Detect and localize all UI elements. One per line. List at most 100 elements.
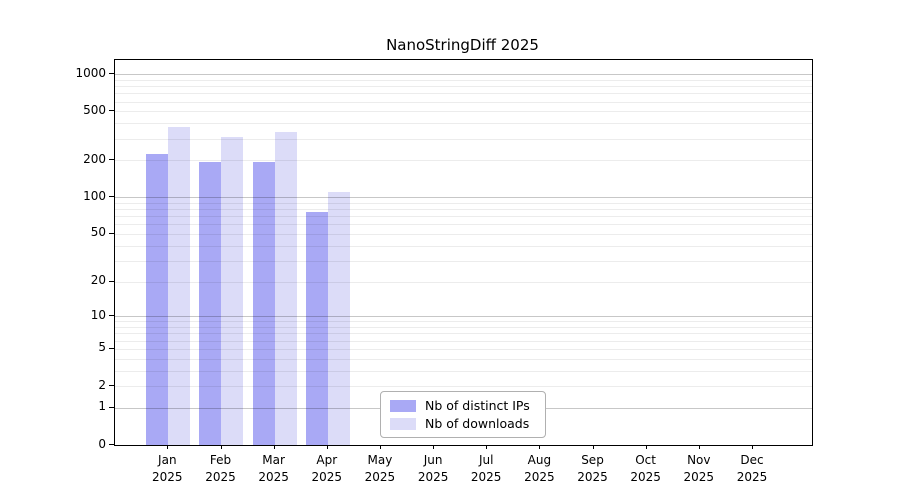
gridline-minor (115, 260, 812, 262)
gridline-minor (115, 101, 812, 103)
y-tick-label: 5 (98, 340, 106, 355)
x-tick-label-month: Dec (740, 453, 764, 467)
legend-swatch (390, 399, 416, 412)
chart-title: NanoStringDiff 2025 (386, 36, 539, 54)
x-tick-label-month: Jun (423, 453, 443, 467)
gridline-minor (115, 333, 812, 335)
x-tick-label: Nov 2025 (664, 452, 734, 486)
gridline-major (115, 316, 812, 318)
x-tick-mark (273, 445, 275, 449)
gridline-minor (115, 160, 812, 162)
y-tick-mark (109, 444, 114, 445)
x-tick-mark (645, 445, 647, 449)
x-tick-label-year: 2025 (683, 470, 715, 484)
y-tick-label: 10 (90, 307, 106, 322)
gridline-minor (115, 86, 812, 87)
gridline-minor (115, 209, 812, 211)
legend-label: Nb of distinct IPs (425, 398, 530, 413)
gridline-minor (115, 386, 812, 387)
x-tick-mark (433, 445, 435, 449)
y-tick-mark (109, 280, 114, 282)
y-tick-label: 0 (98, 436, 106, 451)
y-tick-label: 1000 (75, 65, 106, 80)
bar-mar-series0 (252, 161, 275, 445)
x-tick-label-year: 2025 (577, 470, 608, 484)
y-tick-mark (109, 196, 114, 198)
bar-jan-series1 (168, 127, 191, 445)
x-tick-label: Sep 2025 (558, 452, 628, 486)
gridline-major (115, 197, 812, 199)
x-tick-mark (752, 445, 753, 449)
gridline-minor (115, 340, 812, 342)
y-tick-mark (109, 347, 114, 349)
gridline-minor (115, 93, 812, 95)
y-tick-mark (109, 73, 114, 75)
x-tick-label: Jul 2025 (451, 452, 521, 486)
x-tick-label: Mar 2025 (239, 452, 309, 486)
y-tick-mark (109, 232, 114, 234)
legend-swatch (390, 417, 416, 430)
x-tick-mark (539, 445, 541, 449)
plot-area: Nb of distinct IPs Nb of downloads (114, 59, 813, 446)
x-tick-label: Dec 2025 (717, 452, 787, 486)
y-tick-mark (109, 406, 114, 408)
gridline-minor (115, 281, 812, 283)
legend-item: Nb of downloads (390, 416, 545, 431)
x-tick-label-year: 2025 (630, 470, 661, 484)
gridline-minor (115, 138, 812, 140)
x-tick-label-year: 2025 (364, 470, 396, 484)
gridline-minor (115, 233, 812, 235)
x-tick-label-month: Jan (158, 453, 177, 467)
y-tick-label: 20 (90, 273, 106, 287)
x-tick-label-month: Oct (635, 453, 656, 467)
legend: Nb of distinct IPs Nb of downloads (380, 391, 546, 438)
gridline-minor (115, 202, 812, 204)
y-tick-mark (109, 385, 114, 386)
x-tick-label-year: 2025 (524, 470, 555, 484)
x-tick-label-year: 2025 (205, 470, 236, 484)
y-tick-label: 50 (90, 225, 106, 240)
x-tick-label: Jan 2025 (132, 452, 202, 486)
x-tick-label: Oct 2025 (611, 452, 681, 486)
gridline-minor (115, 216, 812, 218)
gridline-minor (115, 327, 812, 328)
x-tick-label-month: Aug (527, 453, 552, 467)
bar-feb-series1 (221, 137, 244, 445)
gridline-minor (115, 123, 812, 125)
x-tick-label-year: 2025 (311, 470, 343, 484)
x-tick-label: Apr 2025 (292, 452, 362, 486)
x-tick-label-month: Sep (581, 453, 604, 467)
x-tick-mark (326, 445, 328, 449)
gridline-minor (115, 245, 812, 247)
legend-label: Nb of downloads (425, 416, 530, 431)
legend-item: Nb of distinct IPs (390, 398, 545, 413)
bar-jan-series0 (146, 154, 169, 445)
x-tick-label: Feb 2025 (186, 452, 256, 486)
y-tick-label: 1 (98, 399, 106, 414)
x-tick-label-month: Nov (687, 453, 711, 467)
bar-mar-series1 (274, 131, 297, 445)
x-tick-label: Aug 2025 (504, 452, 574, 486)
gridline-minor (115, 358, 812, 360)
gridline-minor (115, 111, 812, 113)
gridline-minor (115, 224, 812, 226)
gridline-minor (115, 348, 812, 350)
y-tick-label: 100 (83, 188, 106, 203)
y-tick-label: 500 (83, 102, 106, 117)
x-tick-label-month: May (367, 453, 393, 467)
bar-apr-series1 (327, 192, 350, 445)
y-tick-label: 2 (98, 377, 106, 392)
x-tick-label-month: Feb (209, 453, 232, 467)
x-tick-label: May 2025 (345, 452, 415, 486)
bar-apr-series0 (305, 211, 328, 445)
x-tick-mark (698, 445, 700, 449)
x-tick-mark (167, 445, 169, 449)
x-tick-label-month: Jul (478, 453, 494, 467)
y-tick-label: 200 (83, 151, 106, 166)
x-tick-label-year: 2025 (152, 470, 183, 484)
x-tick-mark (592, 445, 594, 449)
x-tick-label-year: 2025 (417, 470, 449, 484)
x-tick-mark (486, 445, 488, 449)
y-tick-mark (109, 315, 114, 317)
